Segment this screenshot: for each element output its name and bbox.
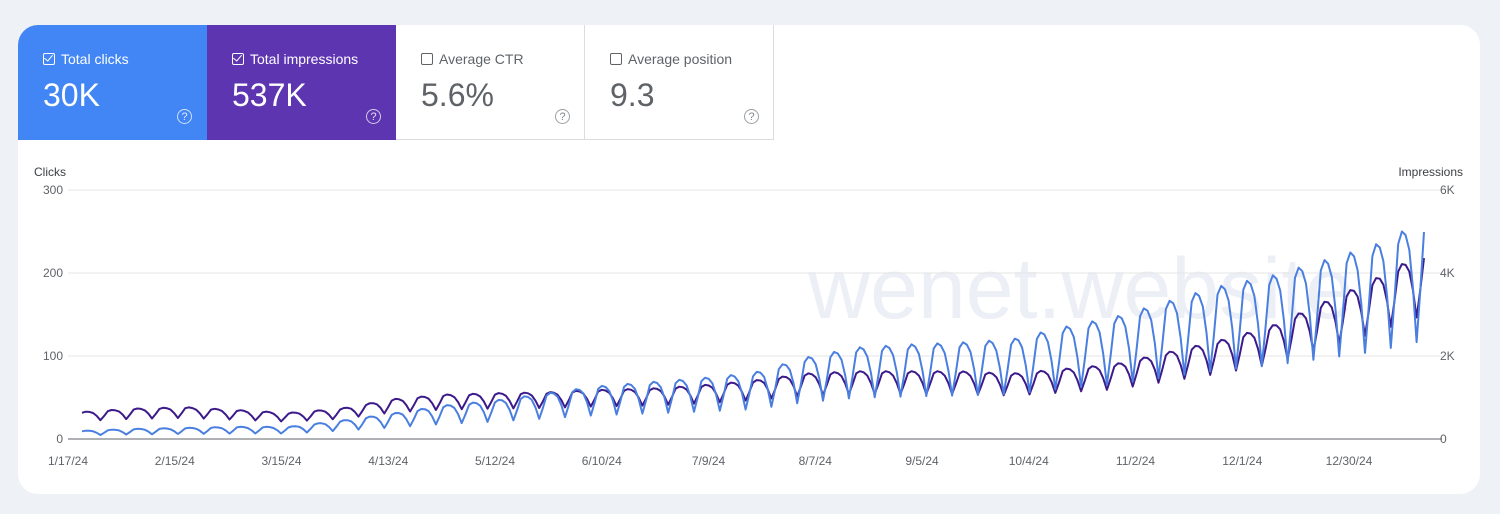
series-lines [81, 230, 1425, 436]
y-tick-label-left: 0 [56, 432, 63, 446]
metric-tile-total-clicks[interactable]: Total clicks 30K ? [18, 25, 207, 140]
x-tick-label: 5/12/24 [475, 454, 515, 468]
y-tick-label-left: 300 [43, 183, 63, 197]
x-tick-label: 10/4/24 [1009, 454, 1049, 468]
metric-value: 30K [43, 77, 100, 113]
x-tick-label: 1/17/24 [48, 454, 88, 468]
x-tick-label: 12/30/24 [1326, 454, 1373, 468]
metric-tiles: Total clicks 30K ? Total impressions 537… [18, 25, 774, 140]
checkbox-checked-icon[interactable] [232, 52, 244, 65]
metric-tile-header: Average CTR [421, 51, 524, 67]
metric-tile-header: Total impressions [232, 51, 358, 67]
metric-label: Total impressions [250, 51, 359, 67]
right-axis-title: Impressions [1398, 165, 1463, 179]
x-tick-label: 9/5/24 [905, 454, 939, 468]
left-axis-title: Clicks [34, 165, 66, 179]
series-line-clicks[interactable] [81, 230, 1425, 436]
x-tick-label: 11/2/24 [1116, 454, 1155, 468]
x-tick-label: 4/13/24 [368, 454, 408, 468]
axis-labels: Clicks Impressions 0 0 100 2K 200 4K 300 6K 1/17… [34, 165, 1463, 468]
metric-value: 5.6% [421, 77, 494, 113]
grid-lines [68, 189, 1442, 440]
x-tick-label: 7/9/24 [692, 454, 726, 468]
performance-line-chart[interactable]: Clicks Impressions 0 0 100 2K 200 4K 300 6K 1/17… [18, 25, 1480, 494]
checkbox-unchecked-icon[interactable] [610, 53, 622, 65]
checkbox-checked-icon[interactable] [43, 52, 55, 65]
y-tick-label-right: 0 [1440, 432, 1447, 446]
y-tick-label-right: 2K [1440, 349, 1455, 363]
series-line-impressions[interactable] [81, 257, 1425, 423]
metric-value: 9.3 [610, 77, 655, 113]
metric-value: 537K [232, 77, 307, 113]
x-tick-label: 8/7/24 [799, 454, 833, 468]
metric-tile-average-position[interactable]: Average position 9.3 ? [585, 25, 774, 140]
x-tick-label: 3/15/24 [261, 454, 301, 468]
metric-label: Average CTR [439, 51, 524, 67]
x-tick-label: 12/1/24 [1222, 454, 1262, 468]
metric-tile-header: Total clicks [43, 51, 129, 67]
help-circle-icon[interactable]: ? [366, 109, 381, 124]
metric-tile-average-ctr[interactable]: Average CTR 5.6% ? [396, 25, 585, 140]
performance-card: wenet.website wenet.website Total clicks… [18, 25, 1480, 494]
y-tick-label-left: 100 [43, 349, 63, 363]
metric-tile-header: Average position [610, 51, 732, 67]
help-circle-icon[interactable]: ? [555, 109, 570, 124]
help-circle-icon[interactable]: ? [177, 109, 192, 124]
help-circle-icon[interactable]: ? [744, 109, 759, 124]
metric-label: Total clicks [61, 51, 129, 67]
metric-tile-total-impressions[interactable]: Total impressions 537K ? [207, 25, 396, 140]
y-tick-label-left: 200 [43, 266, 63, 280]
x-tick-label: 2/15/24 [155, 454, 195, 468]
checkbox-unchecked-icon[interactable] [421, 53, 433, 65]
y-tick-label-right: 6K [1440, 183, 1455, 197]
metric-label: Average position [628, 51, 733, 67]
x-tick-label: 6/10/24 [582, 454, 622, 468]
y-tick-label-right: 4K [1440, 266, 1455, 280]
